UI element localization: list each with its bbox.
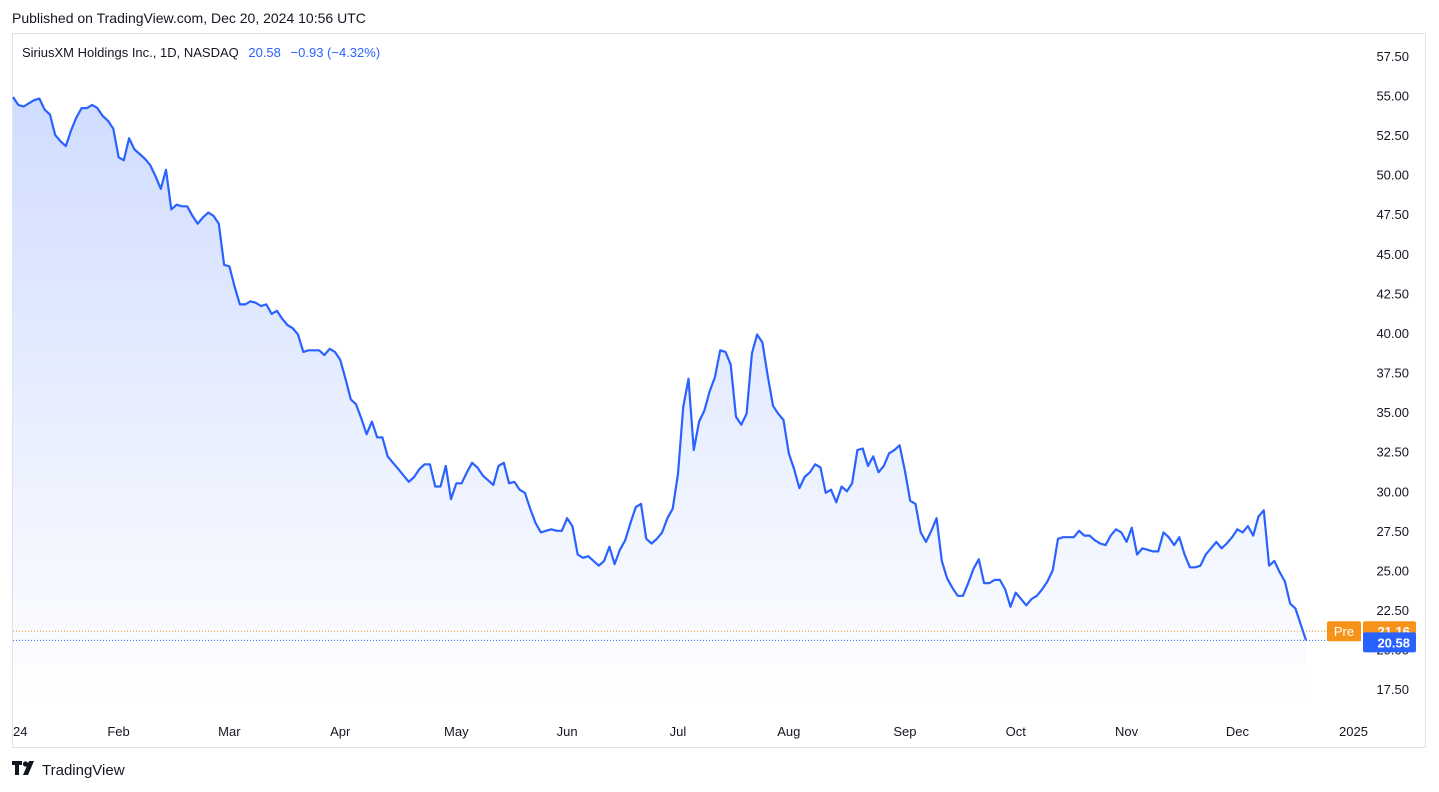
x-tick-label: 24 (13, 724, 27, 739)
last-price: 20.58 (248, 45, 281, 60)
y-tick-label: 40.00 (1376, 326, 1409, 341)
y-tick-label: 27.50 (1376, 524, 1409, 539)
symbol-legend: SiriusXM Holdings Inc., 1D, NASDAQ 20.58… (22, 45, 380, 60)
y-tick-label: 22.50 (1376, 603, 1409, 618)
symbol-title: SiriusXM Holdings Inc., 1D, NASDAQ (22, 45, 239, 60)
x-tick-label: May (444, 724, 469, 739)
y-tick-label: 37.50 (1376, 366, 1409, 381)
x-tick-label: Nov (1115, 724, 1139, 739)
tradingview-brand[interactable]: TradingView (12, 761, 125, 779)
y-tick-label: 57.50 (1376, 49, 1409, 64)
y-tick-label: 32.50 (1376, 445, 1409, 460)
y-tick-label: 52.50 (1376, 128, 1409, 143)
x-tick-label: Oct (1006, 724, 1027, 739)
pre-label-badge (1327, 621, 1361, 642)
x-tick-label: 2025 (1339, 724, 1368, 739)
x-tick-label: Aug (777, 724, 800, 739)
x-tick-label: Mar (218, 724, 241, 739)
y-tick-label: 55.00 (1376, 88, 1409, 103)
x-tick-label: Jun (557, 724, 578, 739)
y-tick-label: 50.00 (1376, 168, 1409, 183)
last-value-text: 20.58 (1377, 635, 1410, 650)
tradingview-brand-label: TradingView (42, 761, 125, 779)
x-tick-label: Feb (107, 724, 129, 739)
price-area-fill (13, 97, 1306, 705)
x-tick-label: Apr (330, 724, 351, 739)
y-tick-label: 25.00 (1376, 563, 1409, 578)
price-change: −0.93 (−4.32%) (290, 45, 381, 60)
x-tick-label: Dec (1226, 724, 1250, 739)
chart-frame (12, 33, 1426, 748)
y-tick-label: 45.00 (1376, 247, 1409, 262)
tradingview-logo-icon (12, 761, 38, 779)
y-tick-label: 47.50 (1376, 207, 1409, 222)
x-tick-label: Sep (893, 724, 916, 739)
last-value-badge (1363, 632, 1416, 653)
pre-label-text: Pre (1334, 624, 1354, 639)
y-tick-label: 35.00 (1376, 405, 1409, 420)
x-tick-label: Jul (670, 724, 687, 739)
y-tick-label: 30.00 (1376, 484, 1409, 499)
price-series-line (12, 96, 1308, 641)
y-tick-label: 42.50 (1376, 286, 1409, 301)
published-caption: Published on TradingView.com, Dec 20, 20… (12, 10, 366, 26)
y-tick-label: 17.50 (1376, 682, 1409, 697)
